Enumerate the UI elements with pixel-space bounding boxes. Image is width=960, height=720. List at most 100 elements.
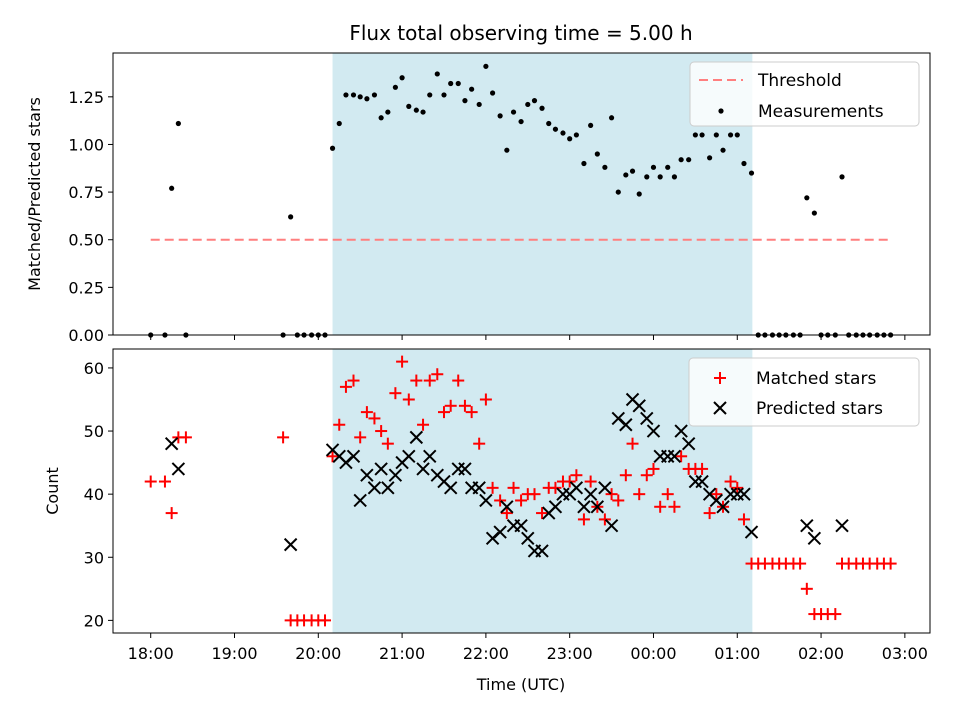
matched-star-marker (479, 393, 492, 406)
matched-star-marker (486, 481, 499, 494)
predicted-star-marker (590, 500, 605, 514)
y-tick-label: 30 (84, 548, 104, 567)
predicted-star-marker (423, 449, 437, 463)
plot-frame-bottom (112, 348, 931, 634)
matched-star-marker (500, 507, 513, 520)
predicted-star-marker (381, 481, 395, 495)
matched-star-marker (515, 494, 528, 507)
matched-star-marker (347, 374, 360, 387)
measurement-point (483, 63, 489, 69)
matched-star-marker (829, 608, 842, 621)
matched-star-marker (640, 469, 653, 482)
measurement-point (434, 71, 440, 77)
matched-star-marker (277, 431, 290, 444)
predicted-star-marker (807, 531, 822, 546)
measurement-point (650, 164, 657, 170)
measurement-point (811, 210, 817, 216)
x-tick-label: 18:00 (128, 644, 174, 663)
predicted-star-marker (835, 519, 849, 533)
measurement-point (510, 109, 517, 115)
matched-star-marker (339, 380, 352, 393)
matched-star-marker (368, 412, 381, 425)
measurement-point (608, 115, 615, 121)
predicted-star-marker (604, 519, 619, 533)
measurement-point (329, 145, 336, 151)
measurement-point (531, 98, 538, 104)
matched-star-marker (731, 481, 744, 494)
predicted-star-marker (681, 436, 696, 451)
predicted-star-marker (458, 462, 472, 476)
measurement-point (560, 130, 566, 136)
legend-predicted-label: Predicted stars (756, 399, 883, 419)
matched-star-marker (633, 488, 646, 501)
matched-star-marker (402, 393, 415, 406)
legend-threshold-label: Threshold (757, 71, 842, 91)
matched-star-marker (584, 475, 597, 488)
measurement-point (692, 132, 698, 138)
matched-star-marker (654, 500, 667, 513)
matched-star-marker (626, 437, 639, 450)
measurement-point (413, 107, 419, 113)
measurement-point (378, 115, 384, 121)
matched-star-marker (444, 399, 457, 412)
predicted-stars-series (164, 392, 849, 558)
legend-top: Threshold Measurements (689, 61, 920, 127)
matched-star-marker (417, 418, 430, 431)
measurement-point (552, 126, 559, 132)
matched-star-marker (563, 475, 576, 488)
predicted-star-marker (360, 468, 374, 482)
matched-star-marker (144, 475, 157, 488)
legend-matched-label: Matched stars (756, 369, 876, 389)
matched-star-marker (605, 488, 618, 501)
predicted-star-marker (443, 481, 458, 495)
matched-star-marker (431, 368, 444, 381)
measurements-series (148, 63, 894, 338)
measurement-point (518, 118, 524, 125)
matched-star-marker (884, 557, 897, 570)
measurement-point (489, 90, 496, 96)
predicted-star-marker (493, 525, 507, 539)
matched-star-marker (396, 355, 409, 368)
matched-star-marker (737, 513, 750, 526)
predicted-star-marker (402, 449, 416, 463)
measurement-point (727, 132, 734, 138)
x-tick-label: 02:00 (798, 644, 844, 663)
y-axis-ticks-top: 0.00 0.25 0.50 0.75 1.00 1.25 (68, 88, 113, 345)
matched-star-marker (696, 462, 709, 475)
plot-frame-top (112, 52, 931, 336)
matched-star-marker (507, 481, 520, 494)
measurement-point (594, 151, 600, 157)
measurement-point (713, 132, 719, 138)
y-tick-label: 0.50 (68, 231, 104, 250)
measurement-point (504, 147, 510, 153)
measurement-point (288, 214, 294, 220)
x-tick-label: 22:00 (463, 644, 509, 663)
y-tick-label: 0.25 (68, 278, 104, 297)
legend-box-bottom (688, 357, 920, 427)
predicted-star-marker (353, 493, 367, 508)
measurement-point (476, 101, 482, 108)
measurement-point (462, 98, 468, 104)
measurement-point (448, 80, 454, 87)
measurement-point (406, 103, 412, 109)
x-axis-ticks-bottom: 18:00 19:00 20:00 21:00 22:00 23:00 00:00 01:00… (128, 633, 928, 663)
measurement-point (357, 94, 363, 100)
measurement-point (588, 122, 594, 129)
measurement-point (175, 120, 181, 127)
x-tick-label: 21:00 (379, 644, 425, 663)
measurement-point (636, 191, 642, 197)
measurement-point (539, 105, 545, 111)
measurement-point (686, 157, 692, 163)
measurement-point (581, 160, 587, 167)
predicted-star-marker (171, 462, 186, 476)
measurement-point (623, 172, 629, 178)
matched-star-marker (360, 406, 373, 419)
legend-matched-swatch (714, 372, 726, 384)
predicted-star-marker (346, 449, 361, 463)
matched-star-marker (536, 507, 549, 520)
observing-window-shade (332, 53, 753, 335)
matched-star-marker (494, 494, 507, 507)
predicted-star-marker (646, 424, 661, 438)
legend-box-top (689, 61, 920, 127)
predicted-star-marker (716, 500, 730, 514)
